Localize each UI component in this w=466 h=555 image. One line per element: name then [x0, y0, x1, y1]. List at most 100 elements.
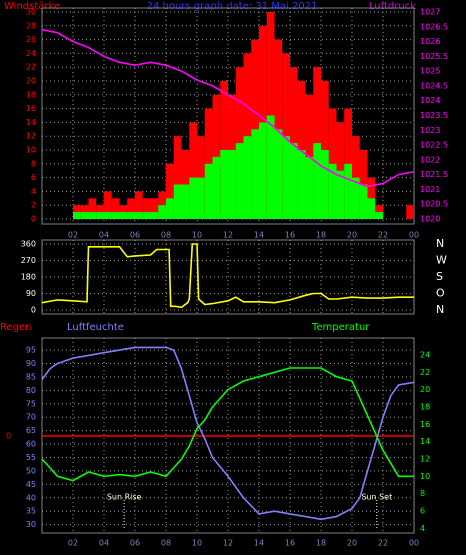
x-tick-label: 12: [223, 231, 233, 240]
y2-tick-label: W: [436, 254, 447, 267]
rain-label: Regen: [0, 322, 32, 333]
y2-tick-label: S: [436, 270, 443, 283]
wind-bar: [88, 198, 97, 219]
x-tick-label: 00: [409, 231, 419, 240]
wind-bar: [150, 212, 159, 219]
x-tick-label: 14: [254, 539, 264, 548]
series-line: [41, 367, 414, 482]
y2-tick-label: 1020: [420, 215, 440, 224]
wind-bar: [235, 143, 244, 219]
wind-bar: [173, 184, 182, 219]
y-tick-label: 20: [26, 77, 36, 86]
y-tick-label: 45: [26, 480, 36, 489]
y-tick-label: 360: [21, 240, 36, 249]
y2-tick-label: 22: [420, 368, 430, 377]
wind-bar: [111, 198, 120, 219]
y2-tick-label: 8: [420, 489, 425, 498]
y-tick-label: 90: [26, 289, 36, 298]
y2-tick-label: 6: [420, 506, 425, 515]
y2-tick-label: 1021.5: [420, 170, 448, 179]
wind-bar: [73, 212, 81, 219]
y-tick-label: 95: [26, 346, 36, 355]
y-tick-label: 270: [21, 256, 36, 265]
wind-bar: [181, 184, 190, 219]
wind-bar: [336, 170, 345, 219]
wind-bar: [166, 163, 174, 219]
y-tick-label: 85: [26, 372, 36, 381]
wind-bar: [359, 184, 368, 219]
wind-label: Windstärke: [4, 1, 60, 12]
x-tick-label: 20: [347, 231, 357, 240]
wind-bar: [282, 136, 290, 219]
y-tick-label: 4: [31, 187, 36, 196]
wind-bar: [367, 198, 376, 219]
humidity-label: Luftfeuchte: [67, 322, 124, 333]
wind-bar: [313, 143, 321, 219]
wind-bar: [204, 163, 213, 219]
series-line: [41, 28, 415, 188]
wind-bar: [135, 212, 143, 219]
wind-bar: [228, 150, 236, 219]
sun-label: Sun Rise: [107, 493, 142, 502]
y2-tick-label: 1021: [420, 185, 440, 194]
y2-tick-label: O: [436, 287, 445, 300]
y2-tick-label: 20: [420, 385, 430, 394]
wind-bar: [352, 177, 360, 219]
x-tick-label: 14: [254, 231, 264, 240]
series-line: [41, 346, 415, 521]
x-tick-label: 12: [223, 539, 233, 548]
y-tick-label: 30: [26, 8, 36, 17]
y-tick-label: 0: [31, 306, 36, 315]
x-tick-label: 22: [378, 539, 388, 548]
y2-tick-label: 4: [420, 524, 425, 533]
sun-label: Sun Set: [361, 493, 392, 502]
wind-bar: [158, 205, 166, 219]
wind-bar: [173, 136, 182, 219]
y-tick-label: 2: [31, 201, 36, 210]
y-tick-label: 18: [26, 90, 36, 99]
y2-tick-label: 1023: [420, 126, 440, 135]
y-tick-label: 70: [26, 413, 36, 422]
wind-bar: [119, 212, 128, 219]
y-tick-label: 14: [26, 118, 36, 127]
wind-bar: [111, 212, 120, 219]
wind-bar: [104, 191, 112, 219]
y3-tick-label: 0: [6, 432, 11, 441]
wind-bar: [321, 150, 329, 219]
wind-bar: [406, 205, 414, 219]
wind-bar: [135, 191, 143, 219]
y-tick-label: 180: [21, 273, 36, 282]
y-tick-label: 30: [26, 520, 36, 529]
y-tick-label: 75: [26, 399, 36, 408]
pressure-label: Luftdruck: [369, 1, 416, 12]
y-tick-label: 65: [26, 426, 36, 435]
y2-tick-label: 16: [420, 420, 430, 429]
y-tick-label: 90: [26, 359, 36, 368]
wind-bar: [127, 212, 135, 219]
y2-tick-label: N: [436, 237, 444, 250]
y2-tick-label: 1022.5: [420, 141, 448, 150]
y2-tick-label: 24: [420, 350, 430, 359]
y-tick-label: 0: [31, 215, 36, 224]
y-tick-label: 26: [26, 35, 36, 44]
y2-tick-label: 1025.5: [420, 52, 448, 61]
x-tick-label: 00: [409, 539, 419, 548]
x-tick-label: 18: [316, 539, 326, 548]
wind-bar: [127, 198, 135, 219]
x-tick-label: 02: [68, 231, 78, 240]
wind-bar: [142, 212, 151, 219]
y-tick-label: 28: [26, 21, 36, 30]
wind-bar: [305, 156, 314, 219]
y-tick-label: 24: [26, 49, 36, 58]
wind-bar: [266, 115, 275, 219]
x-tick-label: 16: [285, 539, 295, 548]
x-tick-label: 04: [99, 231, 109, 240]
x-tick-label: 10: [192, 539, 202, 548]
wind-bar: [189, 177, 197, 219]
x-tick-label: 08: [161, 539, 171, 548]
y2-tick-label: 1026.5: [420, 22, 448, 31]
y-tick-label: 40: [26, 493, 36, 502]
y2-tick-label: 14: [420, 437, 430, 446]
x-tick-label: 22: [378, 231, 388, 240]
